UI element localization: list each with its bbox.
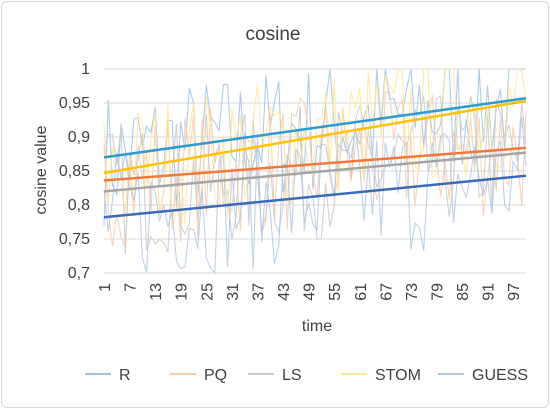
x-tick-label: 19 xyxy=(174,283,191,301)
x-tick-label: 1 xyxy=(97,283,114,292)
x-tick-label: 13 xyxy=(148,283,165,301)
legend-label-stom: STOM xyxy=(375,367,421,384)
series-line-guess xyxy=(103,116,527,275)
x-tick-label: 43 xyxy=(276,283,293,301)
y-tick-label: 0,9 xyxy=(68,129,90,146)
x-tick-label: 7 xyxy=(123,283,140,292)
legend-label-ls: LS xyxy=(282,367,302,384)
legend-label-guess: GUESS xyxy=(472,367,528,384)
trend-lines xyxy=(103,97,527,219)
y-tick-label: 0,7 xyxy=(68,265,90,282)
x-tick-label: 55 xyxy=(327,283,344,301)
legend-label-pq: PQ xyxy=(204,367,227,384)
chart-title: cosine xyxy=(246,24,301,45)
x-tick-label: 79 xyxy=(429,283,446,301)
y-tick-label: 0,85 xyxy=(59,163,90,180)
trend-line-guess xyxy=(103,174,527,219)
x-tick-label: 91 xyxy=(481,283,498,301)
legend: R PQ LS STOM GUESS xyxy=(85,367,528,384)
y-tick-labels: 0,7 0,75 0,8 0,85 0,9 0,95 1 xyxy=(59,61,90,282)
x-tick-label: 73 xyxy=(404,283,421,301)
x-tick-label: 61 xyxy=(353,283,370,301)
x-tick-label: 67 xyxy=(378,283,395,301)
x-tick-label: 49 xyxy=(302,283,319,301)
trend-line-r xyxy=(103,97,527,159)
x-tick-label: 97 xyxy=(506,283,523,301)
x-tick-labels: 1 7 13 19 25 31 37 43 49 55 61 67 73 79 85 91 97 xyxy=(97,283,523,301)
x-axis-label: time xyxy=(302,318,332,335)
y-tick-label: 1 xyxy=(81,61,90,78)
series-line-stom xyxy=(103,67,527,230)
trend-line-stom xyxy=(103,99,527,175)
x-tick-label: 85 xyxy=(455,283,472,301)
y-tick-label: 0,8 xyxy=(68,197,90,214)
y-tick-label: 0,75 xyxy=(59,231,90,248)
x-tick-label: 37 xyxy=(250,283,267,301)
trend-line-pq xyxy=(103,146,527,182)
x-tick-label: 25 xyxy=(199,283,216,301)
y-tick-label: 0,95 xyxy=(59,95,90,112)
trend-line-ls xyxy=(103,151,527,193)
x-tick-label: 31 xyxy=(225,283,242,301)
legend-label-r: R xyxy=(119,367,131,384)
y-axis-label: cosine value xyxy=(33,125,50,214)
